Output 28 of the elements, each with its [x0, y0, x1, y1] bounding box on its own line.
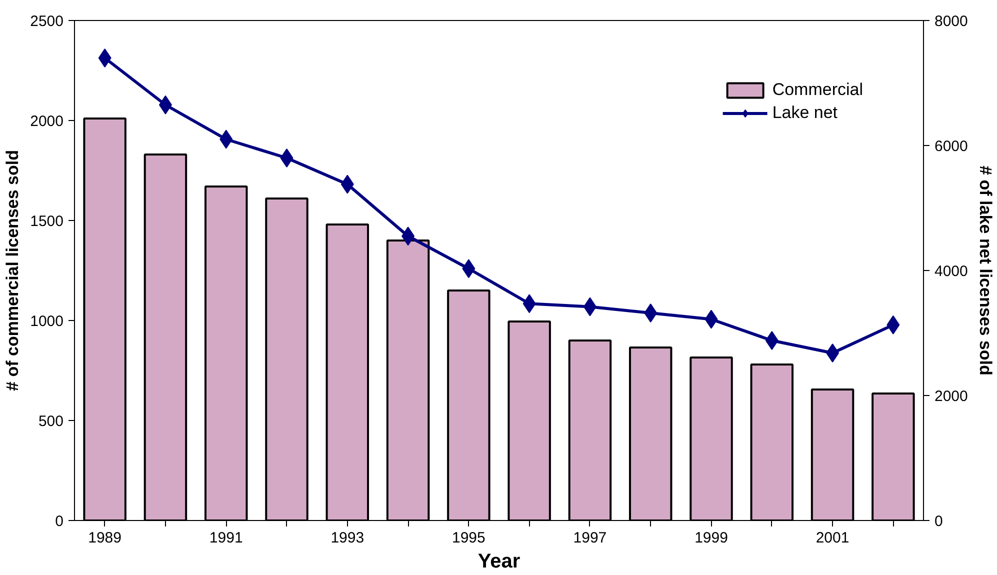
- x-tick-label: 1993: [330, 530, 364, 546]
- y2-tick-label: 6000: [934, 138, 968, 155]
- y2-tick-label: 8000: [934, 13, 968, 30]
- legend-label: Commercial: [772, 80, 863, 100]
- x-axis-title: Year: [478, 550, 520, 572]
- x-tick-label: 1997: [573, 530, 607, 546]
- y2-tick-label: 0: [934, 513, 943, 530]
- y-tick-label: 500: [38, 413, 64, 430]
- y-tick-label: 2000: [30, 113, 64, 130]
- point: [644, 304, 658, 322]
- x-tick-label: 1989: [88, 530, 122, 546]
- point: [765, 331, 778, 350]
- y-tick-label: 1500: [30, 213, 64, 230]
- y2-tick-label: 4000: [934, 263, 968, 280]
- point: [98, 48, 112, 68]
- x-tick-label: 1995: [452, 530, 486, 546]
- point: [280, 148, 294, 168]
- point: [826, 344, 840, 362]
- y2-axis-title: # of lake net licenses sold: [976, 166, 995, 376]
- y-tick-label: 0: [55, 513, 64, 530]
- y2-tick-label: 2000: [934, 388, 968, 405]
- x-tick-label: 2001: [816, 530, 850, 546]
- y-tick-label: 2500: [30, 13, 64, 30]
- y-tick-label: 1000: [30, 313, 64, 330]
- x-tick-label: 1999: [694, 530, 728, 546]
- legend-label: Lake net: [772, 103, 838, 123]
- y-axis-title: # of commercial licenses sold: [3, 150, 22, 391]
- x-tick-label: 1991: [209, 530, 243, 546]
